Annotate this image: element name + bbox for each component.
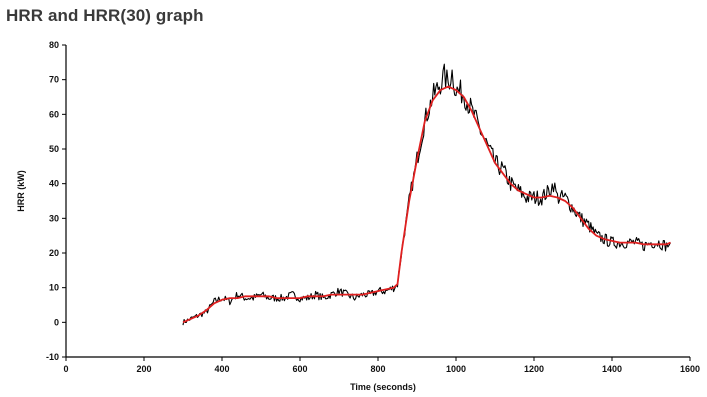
x-tick-label-400: 400 <box>214 364 229 374</box>
y-tick-label-50: 50 <box>49 144 59 154</box>
chart-title: HRR and HRR(30) graph <box>6 6 204 25</box>
y-tick-label-40: 40 <box>49 179 59 189</box>
x-tick-label-200: 200 <box>136 364 151 374</box>
x-tick-label-1200: 1200 <box>524 364 544 374</box>
y-tick-label-80: 80 <box>49 40 59 50</box>
y-axis-title: HRR (kW) <box>16 170 26 212</box>
x-tick-label-1000: 1000 <box>446 364 466 374</box>
y-tick-label-10: 10 <box>49 283 59 293</box>
series-group <box>182 63 671 326</box>
x-tick-label-1400: 1400 <box>602 364 622 374</box>
x-tick-label-600: 600 <box>292 364 307 374</box>
series-line-1 <box>182 85 671 324</box>
x-axis-title: Time (seconds) <box>350 382 416 392</box>
y-tick-label-70: 70 <box>49 75 59 85</box>
x-tick-label-1600: 1600 <box>680 364 700 374</box>
axes <box>62 44 691 361</box>
y-tick-label-60: 60 <box>49 109 59 119</box>
y-tick-label-20: 20 <box>49 248 59 258</box>
y-tick-label-30: 30 <box>49 213 59 223</box>
x-tick-label-800: 800 <box>370 364 385 374</box>
y-tick-label-0: 0 <box>54 317 59 327</box>
x-tick-label-0: 0 <box>63 364 68 374</box>
series-line-0 <box>182 63 671 326</box>
y-tick-label--10: -10 <box>46 352 59 362</box>
